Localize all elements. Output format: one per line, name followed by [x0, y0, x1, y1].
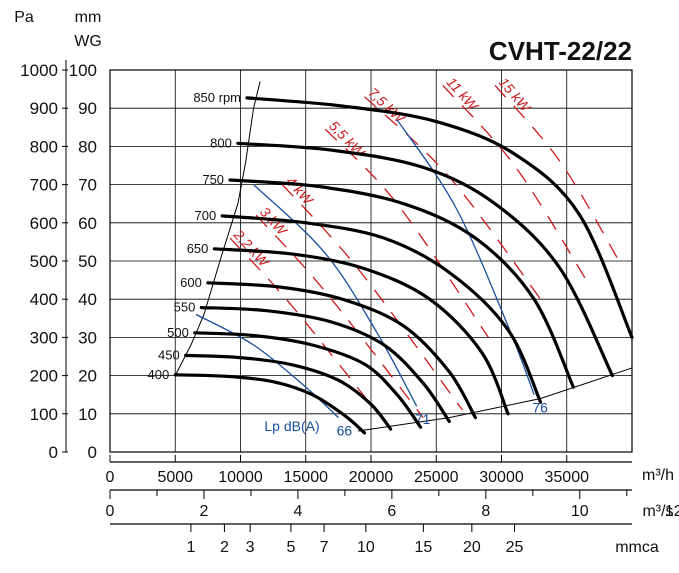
speed-curve: [206, 281, 477, 420]
y-tick-label-mm: 20: [78, 367, 97, 386]
power-line-label: 11 kW: [444, 74, 483, 115]
x-unit-m3h: m³/h: [642, 467, 674, 484]
y-tick-label-pa: 300: [30, 328, 58, 347]
y-tick-label-mm: 30: [78, 328, 97, 347]
x-tick-label-m3s: 10: [571, 503, 589, 520]
x-tick-label-m3h: 5000: [157, 469, 193, 486]
x-tick-label-mmca: 1: [186, 539, 195, 556]
envelope-bottom-boundary: [357, 367, 633, 432]
x-tick-label-m3s: 8: [481, 503, 490, 520]
speed-curve-label: 650: [187, 241, 209, 256]
x-tick-label-mmca: 5: [286, 539, 295, 556]
y-tick-label-pa: 1000: [20, 61, 58, 80]
noise-line: [396, 119, 535, 395]
y-unit-wg: WG: [74, 33, 102, 50]
power-line: [442, 84, 587, 281]
operating-envelope: [174, 81, 633, 432]
power-line: [324, 128, 489, 338]
y-tick-label-mm: 50: [78, 252, 97, 271]
power-line: [281, 184, 463, 411]
chart-title: CVHT-22/22: [489, 36, 632, 66]
y-tick-label-mm: 80: [78, 137, 97, 156]
noise-caption: Lp dB(A): [264, 418, 319, 434]
x-tick-label-m3h: 25000: [414, 469, 459, 486]
x-tick-label-m3s: 12: [665, 503, 679, 520]
power-lines: 2,2 kW3 kW4 kW5,5 kW7,5 kW 11 kW 15 kW: [229, 74, 620, 422]
speed-curve-label: 850 rpm: [193, 90, 241, 105]
x-tick-label-mmca: 15: [414, 539, 432, 556]
x-tick-label-mmca: 20: [463, 539, 481, 556]
y-tick-label-pa: 400: [30, 290, 58, 309]
speed-curve: [184, 353, 393, 431]
y-tick-label-mm: 70: [78, 176, 97, 195]
y-tick-label-mm: 100: [69, 61, 97, 80]
x-unit-m3s: m³/s: [642, 503, 673, 520]
power-line: [494, 84, 620, 262]
y-tick-label-mm: 60: [78, 214, 97, 233]
y-tick-label-pa: 0: [49, 443, 58, 462]
x-tick-label-mmca: 10: [357, 539, 375, 556]
noise-line: [253, 184, 418, 407]
speed-curve-label: 750: [202, 172, 224, 187]
speed-curve: [193, 331, 423, 429]
speed-curve-label: 600: [180, 275, 202, 290]
x-tick-label-m3h: 15000: [284, 469, 329, 486]
speed-curve-label: 800: [210, 135, 232, 150]
y-tick-label-pa: 200: [30, 367, 58, 386]
y-unit-mm: mm: [75, 9, 102, 26]
y-tick-label-pa: 800: [30, 137, 58, 156]
x-tick-label-mmca: 7: [320, 539, 329, 556]
x-tick-label-mmca: 2: [220, 539, 229, 556]
speed-curve: [212, 247, 510, 416]
axes: 0100200300400500600700800900100001020304…: [20, 60, 679, 556]
speed-curve: [245, 96, 634, 339]
x-tick-label-mmca: 3: [246, 539, 255, 556]
noise-line-label: 76: [532, 400, 548, 416]
y-tick-label-mm: 10: [78, 405, 97, 424]
speed-curves: 850 rpm 800 750 700 650 600 550 500 450 400: [148, 90, 634, 435]
y-tick-label-mm: 0: [88, 443, 97, 462]
x-tick-label-m3h: 35000: [545, 469, 590, 486]
speed-curve-label: 400: [148, 367, 170, 382]
x-tick-label-m3h: 0: [106, 469, 115, 486]
y-tick-label-pa: 500: [30, 252, 58, 271]
y-tick-label-pa: 100: [30, 405, 58, 424]
speed-curve: [220, 214, 543, 404]
y-tick-label-pa: 700: [30, 176, 58, 195]
speed-curve-label: 450: [158, 347, 180, 362]
y-tick-label-pa: 900: [30, 99, 58, 118]
speed-curve: [228, 178, 575, 389]
speed-curve: [173, 373, 367, 435]
x-tick-label-m3s: 2: [200, 503, 209, 520]
x-tick-label-m3s: 4: [293, 503, 302, 520]
power-line: [255, 214, 424, 418]
x-tick-label-m3h: 30000: [479, 469, 524, 486]
x-tick-label-m3s: 6: [387, 503, 396, 520]
speed-curve-label: 500: [167, 325, 189, 340]
x-tick-label-m3s: 0: [106, 503, 115, 520]
grid: [109, 69, 633, 453]
y-tick-label-pa: 600: [30, 214, 58, 233]
x-tick-label-mmca: 25: [506, 539, 524, 556]
x-tick-label-m3h: 10000: [218, 469, 263, 486]
speed-curve-label: 550: [174, 300, 196, 315]
speed-curve-label: 700: [195, 208, 217, 223]
x-tick-label-m3h: 20000: [349, 469, 394, 486]
power-line-label: 7,5 kW: [365, 84, 409, 127]
noise-line: [195, 313, 339, 419]
y-unit-pa: Pa: [14, 9, 34, 26]
noise-line-label: 66: [337, 423, 353, 439]
envelope-left-boundary: [174, 81, 261, 376]
y-tick-label-mm: 90: [78, 99, 97, 118]
speed-curve: [236, 141, 614, 378]
y-tick-label-mm: 40: [78, 290, 97, 309]
speed-curve: [199, 306, 451, 423]
x-unit-mmca: mmca: [615, 539, 659, 556]
